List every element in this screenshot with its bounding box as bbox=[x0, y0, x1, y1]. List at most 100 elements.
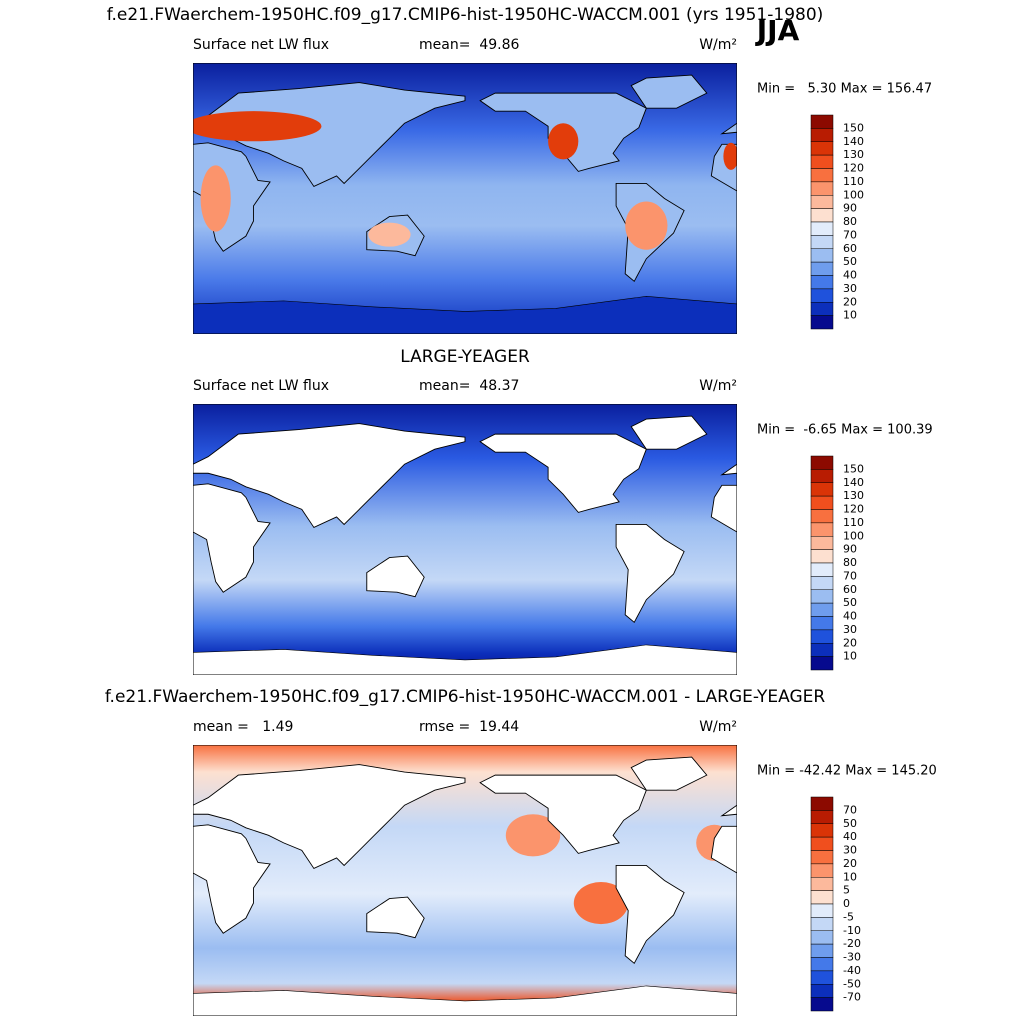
colorbar-label: -10 bbox=[843, 924, 861, 937]
colorbar-box bbox=[810, 128, 834, 142]
colorbar-label: -20 bbox=[843, 937, 861, 950]
colorbar-box bbox=[810, 643, 834, 657]
stat: mean = 1.49 bbox=[193, 719, 293, 735]
colorbar-box bbox=[810, 863, 834, 878]
colorbar-label: 0 bbox=[843, 897, 850, 910]
figure-title: f.e21.FWaerchem-1950HC.f09_g17.CMIP6-his… bbox=[107, 5, 824, 25]
colorbar-box bbox=[810, 589, 834, 604]
colorbar-label: 10 bbox=[843, 650, 857, 663]
units: W/m² bbox=[699, 37, 737, 53]
colorbar-box bbox=[810, 302, 834, 316]
colorbar-label: 80 bbox=[843, 215, 857, 228]
colorbar-label: 40 bbox=[843, 830, 857, 843]
colorbar-box bbox=[810, 288, 834, 303]
colorbar-box bbox=[810, 522, 834, 537]
colorbar-label: -30 bbox=[843, 951, 861, 964]
map bbox=[193, 745, 737, 1016]
colorbar-label: 60 bbox=[843, 583, 857, 596]
colorbar-box bbox=[810, 997, 834, 1012]
colorbar-label: 50 bbox=[843, 817, 857, 830]
stat: mean= 48.37 bbox=[419, 378, 519, 394]
stat: rmse = 19.44 bbox=[419, 719, 519, 735]
colorbar-label: -5 bbox=[843, 910, 854, 923]
colorbar-label: 40 bbox=[843, 269, 857, 282]
colorbar-label: 150 bbox=[843, 462, 864, 475]
colorbar-label: 90 bbox=[843, 202, 857, 215]
colorbar-label: 110 bbox=[843, 175, 864, 188]
colorbar-label: 60 bbox=[843, 242, 857, 255]
colorbar-box bbox=[810, 195, 834, 209]
colorbar-label: 50 bbox=[843, 255, 857, 268]
colorbar-box bbox=[810, 562, 834, 577]
range: Min = -6.65 Max = 100.39 bbox=[757, 423, 933, 438]
colorbar-label: 110 bbox=[843, 516, 864, 529]
colorbar-label: -70 bbox=[843, 991, 861, 1004]
colorbar-box bbox=[810, 208, 834, 223]
colorbar-label: 20 bbox=[843, 636, 857, 649]
colorbar-box bbox=[810, 890, 834, 905]
colorbar-box bbox=[810, 154, 834, 169]
colorbar-box bbox=[810, 495, 834, 510]
colorbar-label: 30 bbox=[843, 282, 857, 295]
colorbar-box bbox=[810, 482, 834, 497]
colorbar-box bbox=[810, 656, 834, 671]
panel-title: f.e21.FWaerchem-1950HC.f09_g17.CMIP6-his… bbox=[105, 687, 826, 707]
panel-title: LARGE-YEAGER bbox=[400, 347, 530, 367]
colorbar-box bbox=[810, 602, 834, 617]
colorbar-box bbox=[810, 549, 834, 564]
colorbar-label: 80 bbox=[843, 556, 857, 569]
colorbar-box bbox=[810, 168, 834, 183]
colorbar-label: 70 bbox=[843, 228, 857, 241]
colorbar-label: 30 bbox=[843, 623, 857, 636]
colorbar-box bbox=[810, 221, 834, 236]
colorbar-label: 130 bbox=[843, 489, 864, 502]
season: JJA bbox=[755, 14, 800, 47]
colorbar-box bbox=[810, 141, 834, 156]
colorbar-label: 30 bbox=[843, 844, 857, 857]
colorbar-box bbox=[810, 957, 834, 972]
colorbar-box bbox=[810, 877, 834, 891]
map bbox=[193, 63, 737, 334]
units: W/m² bbox=[699, 378, 737, 394]
colorbar-box bbox=[810, 181, 834, 196]
field-label: Surface net LW flux bbox=[193, 37, 329, 53]
colorbar-box bbox=[810, 235, 834, 249]
colorbar-label: 140 bbox=[843, 476, 864, 489]
colorbar-label: 20 bbox=[843, 857, 857, 870]
colorbar-box bbox=[810, 943, 834, 958]
colorbar-label: 100 bbox=[843, 188, 864, 201]
colorbar-box bbox=[810, 850, 834, 865]
colorbar-box bbox=[810, 275, 834, 290]
colorbar-label: 50 bbox=[843, 596, 857, 609]
colorbar-label: -40 bbox=[843, 964, 861, 977]
colorbar-label: 40 bbox=[843, 610, 857, 623]
colorbar-label: 140 bbox=[843, 135, 864, 148]
colorbar-box bbox=[810, 248, 834, 263]
range: Min = 5.30 Max = 156.47 bbox=[757, 82, 932, 97]
colorbar-label: 70 bbox=[843, 803, 857, 816]
colorbar-label: 70 bbox=[843, 569, 857, 582]
colorbar-box bbox=[810, 917, 834, 931]
colorbar-box bbox=[810, 469, 834, 483]
colorbar-box bbox=[810, 261, 834, 276]
colorbar-box bbox=[810, 836, 834, 851]
colorbar-box bbox=[810, 315, 834, 330]
colorbar-label: 10 bbox=[843, 309, 857, 322]
colorbar-label: 20 bbox=[843, 295, 857, 308]
colorbar-label: 120 bbox=[843, 162, 864, 175]
colorbar-box bbox=[810, 536, 834, 550]
field-label: Surface net LW flux bbox=[193, 378, 329, 394]
colorbar-box bbox=[810, 810, 834, 824]
units: W/m² bbox=[699, 719, 737, 735]
colorbar-box bbox=[810, 970, 834, 985]
colorbar-box bbox=[810, 576, 834, 590]
colorbar-box bbox=[810, 509, 834, 524]
colorbar-box bbox=[810, 823, 834, 838]
colorbar-label: 100 bbox=[843, 529, 864, 542]
colorbar-box bbox=[810, 114, 834, 129]
colorbar-box bbox=[810, 455, 834, 470]
colorbar-label: 130 bbox=[843, 148, 864, 161]
colorbar-box bbox=[810, 616, 834, 631]
colorbar-label: 5 bbox=[843, 884, 850, 897]
